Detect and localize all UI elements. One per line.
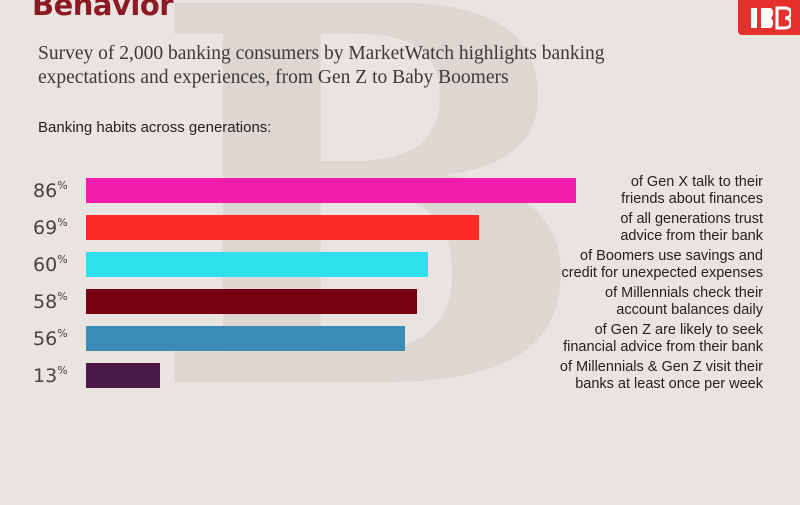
bar-value-label: 58% — [33, 290, 68, 313]
bar-description-line: of Millennials & Gen Z visit their — [559, 359, 763, 375]
bar-row: 13% of Millennials & Gen Z visit their ban… — [0, 359, 800, 397]
bar-row: 58% of Millennials check their account bal… — [0, 285, 800, 323]
bar-value-unit: % — [57, 327, 68, 340]
bar-row: 56% of Gen Z are likely to seek financial … — [0, 322, 800, 360]
bar-row: 86% of Gen X talk to their friends about f… — [0, 174, 800, 212]
bar-description: of Millennials check their account balanc… — [503, 285, 763, 319]
bar-description: of Boomers use savings and credit for une… — [503, 248, 763, 282]
bar-value: 13 — [33, 365, 58, 387]
bar-value: 60 — [33, 254, 58, 276]
bar-value-unit: % — [57, 364, 68, 377]
bar — [86, 178, 577, 203]
bar-description-line: account balances daily — [616, 302, 763, 318]
bar-description: of Gen X talk to their friends about fina… — [503, 174, 763, 208]
bar-value: 58 — [33, 291, 58, 313]
bar-value-label: 86% — [33, 179, 68, 202]
bar — [86, 215, 480, 240]
bar-value: 86 — [33, 180, 58, 202]
bar-description-line: of Boomers use savings and — [580, 248, 763, 264]
bar-description-line: of Gen Z are likely to seek — [594, 322, 763, 338]
chart-section-label: Banking habits across generations: — [38, 119, 272, 136]
bar-description-line: financial advice from their bank — [563, 339, 763, 355]
bar-value-unit: % — [57, 253, 68, 266]
bar-description: of Gen Z are likely to seek financial adv… — [503, 322, 763, 356]
bar-description-line: credit for unexpected expenses — [561, 265, 763, 281]
bar-value: 69 — [33, 217, 58, 239]
bar-description-line: friends about finances — [621, 191, 763, 207]
bar-description-line: advice from their bank — [620, 228, 763, 244]
bar-value: 56 — [33, 328, 58, 350]
bar-description: of Millennials & Gen Z visit their banks … — [503, 359, 763, 393]
bar-row: 60% of Boomers use savings and credit for … — [0, 248, 800, 286]
page-title: Behavior — [32, 0, 174, 22]
bar-description: of all generations trust advice from thei… — [503, 211, 763, 245]
bar-value-label: 60% — [33, 253, 68, 276]
bar-value-label: 13% — [33, 364, 68, 387]
bar — [86, 289, 417, 314]
bar — [86, 252, 428, 277]
bar-value-unit: % — [57, 216, 68, 229]
bar-description-line: banks at least once per week — [575, 376, 763, 392]
subtitle: Survey of 2,000 banking consumers by Mar… — [38, 43, 605, 88]
bar-row: 69% of all generations trust advice from t… — [0, 211, 800, 249]
bar-value-label: 69% — [33, 216, 68, 239]
bar-description-line: of Millennials check their — [605, 285, 763, 301]
bar-value-unit: % — [57, 179, 68, 192]
bar — [86, 363, 161, 388]
bar — [86, 326, 406, 351]
bar-value-label: 56% — [33, 327, 68, 350]
bar-description-line: of all generations trust — [620, 211, 763, 227]
bar-value-unit: % — [57, 290, 68, 303]
bar-description-line: of Gen X talk to their — [630, 174, 763, 190]
bank-logo-icon — [751, 6, 791, 29]
brand-logo — [738, 0, 800, 35]
